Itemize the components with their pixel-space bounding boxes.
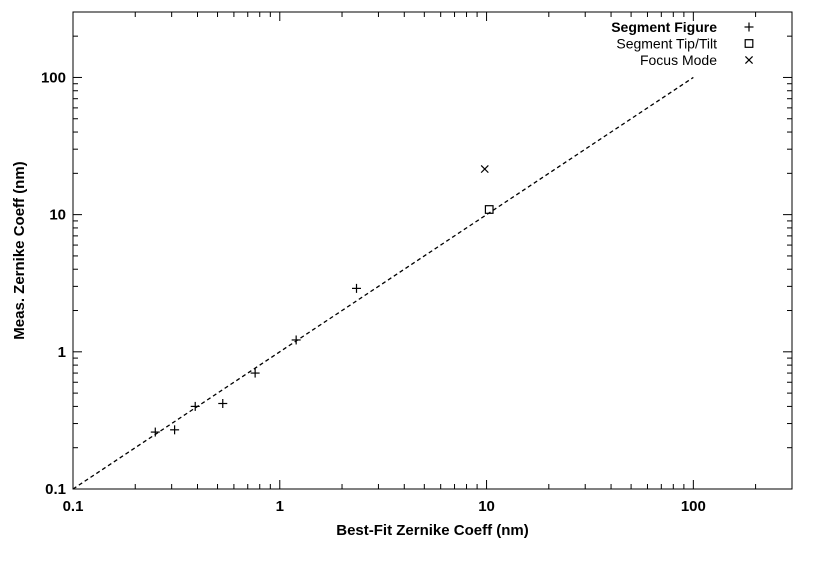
y-axis-title: Meas. Zernike Coeff (nm) — [11, 161, 28, 339]
y-tick-label: 100 — [41, 69, 66, 86]
x-axis-title: Best-Fit Zernike Coeff (nm) — [336, 522, 529, 539]
point-segment-tip-tilt — [484, 205, 494, 214]
legend-marker-segment-figure — [744, 22, 754, 32]
point-segment-figure — [250, 368, 260, 378]
reference-line — [72, 76, 694, 490]
plot-frame — [72, 11, 793, 490]
axis-tick-labels: 0.1 1 10 100 0.1 1 10 100 — [41, 69, 706, 515]
y-tick-label: 10 — [49, 207, 66, 224]
legend-label: Segment Figure — [611, 19, 717, 35]
point-segment-figure — [218, 399, 228, 409]
point-focus-mode — [480, 165, 489, 174]
data-points — [150, 165, 494, 437]
y-tick-label: 1 — [58, 344, 66, 361]
x-tick-label: 10 — [478, 498, 495, 515]
axis-ticks — [72, 11, 793, 490]
legend-label: Segment Tip/Tilt — [616, 36, 717, 52]
legend-marker-segment-tip-tilt — [744, 39, 754, 48]
point-segment-figure — [291, 335, 301, 345]
point-segment-figure — [352, 283, 362, 293]
point-segment-figure — [190, 401, 200, 411]
point-segment-figure — [170, 425, 180, 435]
x-tick-label: 0.1 — [63, 498, 84, 515]
legend-marker-focus-mode — [744, 55, 754, 65]
x-tick-label: 1 — [276, 498, 284, 515]
legend-label: Focus Mode — [640, 52, 717, 68]
y-tick-label: 0.1 — [45, 481, 66, 498]
x-tick-label: 100 — [681, 498, 706, 515]
point-segment-figure — [150, 427, 160, 437]
